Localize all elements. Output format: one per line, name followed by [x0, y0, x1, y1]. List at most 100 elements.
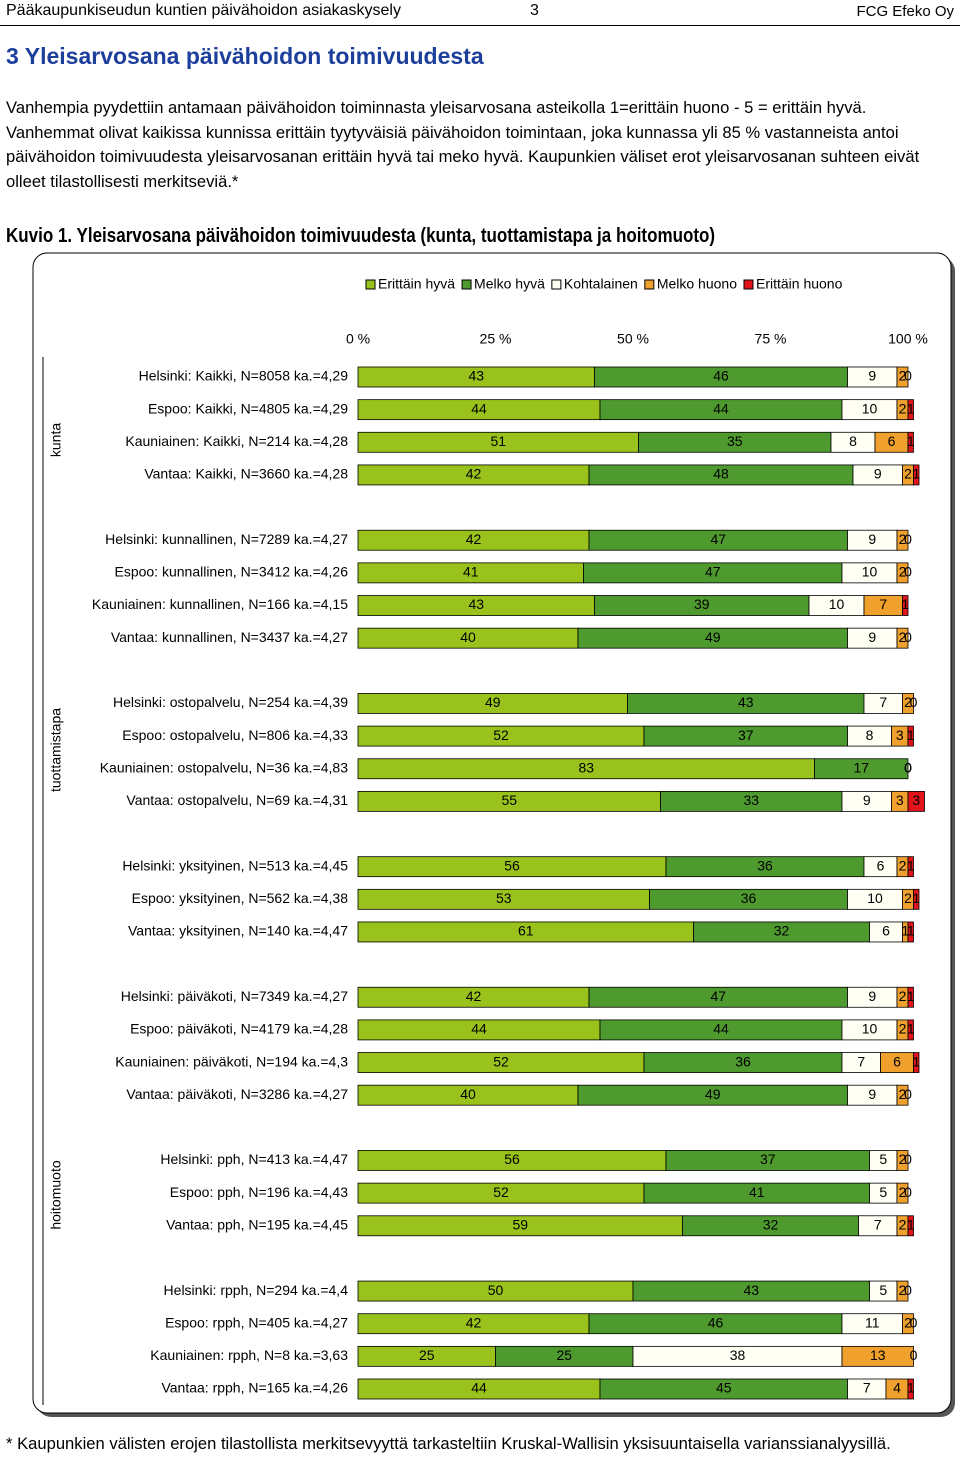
- bar-segment: [907, 1215, 914, 1237]
- data-label: 6: [877, 857, 885, 873]
- data-label: 52: [493, 1184, 509, 1200]
- header-right: FCG Efeko Oy: [856, 3, 954, 20]
- footnote: * Kaupunkien välisten erojen tilastollis…: [6, 1434, 891, 1453]
- bar-segment: [913, 888, 920, 910]
- bar-segment: [907, 986, 914, 1008]
- data-label: 40: [460, 1086, 476, 1102]
- data-label: 25: [419, 1347, 435, 1363]
- data-label: 1: [907, 400, 915, 416]
- data-label: 2: [899, 857, 907, 873]
- bar-segment: [907, 921, 914, 943]
- data-label: 44: [713, 400, 729, 416]
- data-label: 9: [868, 368, 876, 384]
- data-label: 1: [907, 727, 915, 743]
- legend-swatch: [644, 279, 655, 290]
- bar-segment: [913, 1052, 920, 1073]
- data-label: 47: [710, 531, 726, 547]
- data-label: 45: [716, 1380, 732, 1396]
- data-label: 13: [870, 1347, 886, 1363]
- category-label: Espoo: kunnallinen, N=3412 ka.=4,26: [114, 564, 348, 580]
- data-label: 56: [504, 857, 520, 873]
- bar-segment: [896, 562, 909, 584]
- data-label: 6: [888, 433, 896, 449]
- data-label: 2: [899, 368, 907, 384]
- category-label: Helsinki: yksityinen, N=513 ka.=4,45: [122, 857, 348, 873]
- data-label: 38: [730, 1347, 746, 1363]
- data-label: 5: [879, 1282, 887, 1298]
- data-label: 43: [738, 694, 754, 710]
- category-label: Helsinki: ostopalvelu, N=254 ka.=4,39: [113, 694, 348, 710]
- data-label: 56: [504, 1151, 520, 1167]
- bar-segment: [896, 529, 909, 551]
- bar-segment: [907, 725, 914, 747]
- data-label: 1: [901, 923, 909, 939]
- legend-swatch: [461, 279, 472, 290]
- data-label: 47: [705, 564, 721, 580]
- data-label: 41: [463, 564, 479, 580]
- data-label: 42: [466, 1314, 482, 1330]
- frame: [32, 252, 952, 1414]
- data-label: 8: [866, 727, 874, 743]
- bar-segment: [902, 595, 909, 616]
- data-label: 0: [904, 1282, 912, 1298]
- bar-segment: [907, 1019, 914, 1041]
- data-label: 52: [493, 727, 509, 743]
- bar-segment: [896, 1150, 909, 1171]
- header-left: Pääkaupunkiseudun kuntien päivähoidon as…: [6, 2, 401, 19]
- data-label: 2: [899, 629, 907, 645]
- data-label: 1: [907, 433, 915, 449]
- data-label: 10: [862, 400, 878, 416]
- category-label: Espoo: rpph, N=405 ka.=4,27: [165, 1314, 348, 1330]
- category-label: Espoo: yksityinen, N=562 ka.=4,38: [132, 890, 349, 906]
- group-label: tuottamistapa: [48, 708, 64, 792]
- data-label: 6: [882, 923, 890, 939]
- category-label: Vantaa: ostopalvelu, N=69 ka.=4,31: [126, 792, 348, 808]
- data-label: 9: [868, 1086, 876, 1102]
- data-label: 0: [904, 759, 912, 775]
- category-label: Espoo: pph, N=196 ka.=4,43: [170, 1184, 348, 1200]
- heading: 3 Yleisarvosana päivähoidon toimivuudest…: [6, 43, 484, 69]
- data-label: 46: [713, 368, 729, 384]
- data-label: 2: [899, 1086, 907, 1102]
- data-label: 9: [874, 466, 882, 482]
- x-tick-label: 100 %: [888, 331, 928, 347]
- data-label: 49: [705, 629, 721, 645]
- data-label: 0: [910, 1347, 918, 1363]
- data-label: 2: [899, 531, 907, 547]
- data-label: 8: [849, 433, 857, 449]
- legend-label: Melko hyvä: [474, 276, 545, 292]
- bar-segment: [896, 627, 909, 649]
- category-label: Vantaa: rpph, N=165 ka.=4,26: [161, 1380, 348, 1396]
- data-label: 50: [488, 1282, 504, 1298]
- category-label: Helsinki: Kaikki, N=8058 ka.=4,29: [139, 368, 349, 384]
- data-label: 7: [879, 694, 887, 710]
- data-label: 44: [471, 400, 487, 416]
- legend-label: Melko huono: [657, 276, 737, 292]
- data-label: 1: [907, 988, 915, 1004]
- data-label: 17: [853, 759, 869, 775]
- data-label: 1: [907, 1216, 915, 1232]
- data-label: 7: [874, 1216, 882, 1232]
- category-label: Espoo: Kaikki, N=4805 ka.=4,29: [148, 400, 348, 416]
- legend-label: Erittäin huono: [756, 276, 843, 292]
- bar-segment: [902, 1313, 914, 1335]
- legend-label: Kohtalainen: [564, 276, 638, 292]
- bar-segment: [896, 1182, 909, 1204]
- data-label: 10: [862, 1021, 878, 1037]
- data-label: 43: [468, 368, 484, 384]
- bar-segment: [896, 1280, 909, 1302]
- data-label: 33: [743, 792, 759, 808]
- category-label: Kauniainen: ostopalvelu, N=36 ka.=4,83: [100, 759, 349, 775]
- legend-label: Erittäin hyvä: [378, 276, 455, 292]
- data-label: 44: [471, 1380, 487, 1396]
- data-label: 2: [904, 466, 912, 482]
- header-rule: [0, 25, 960, 26]
- bar-segment: [907, 856, 914, 878]
- category-label: Helsinki: rpph, N=294 ka.=4,4: [164, 1282, 349, 1298]
- data-label: 48: [713, 466, 729, 482]
- data-label: 4: [893, 1380, 901, 1396]
- category-label: Vantaa: yksityinen, N=140 ka.=4,47: [128, 923, 348, 939]
- data-label: 42: [466, 988, 482, 1004]
